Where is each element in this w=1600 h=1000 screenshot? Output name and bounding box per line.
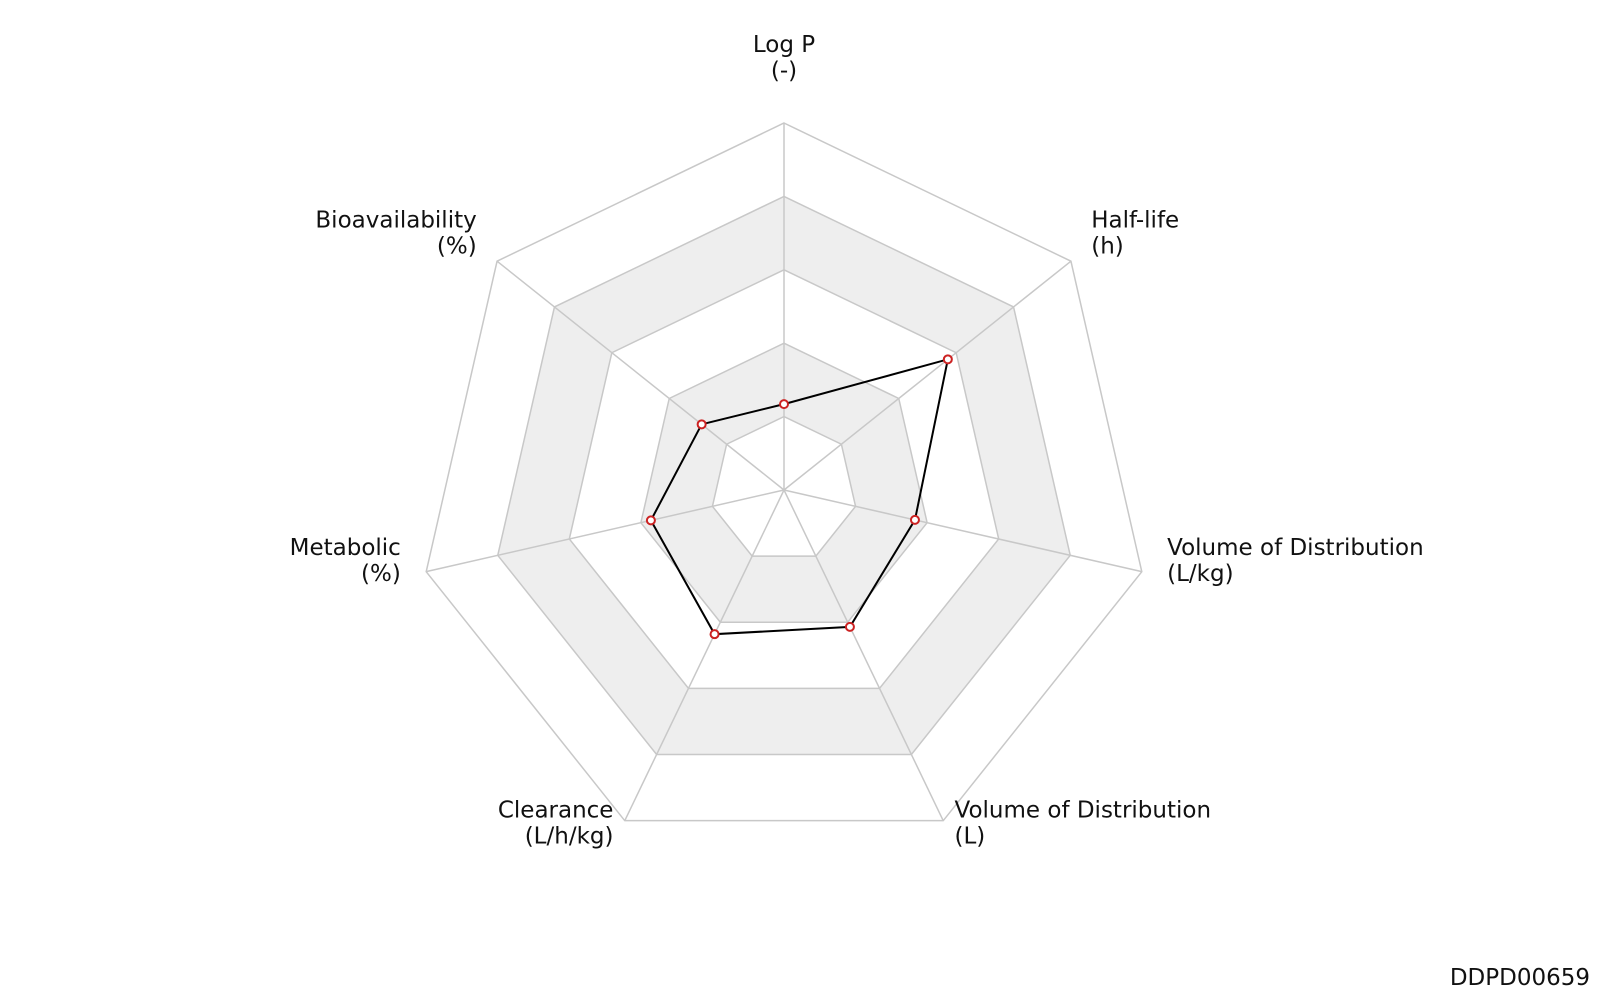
axis-label: Half-life xyxy=(1091,208,1179,234)
axis-unit: (-) xyxy=(771,58,797,84)
axis-label: Bioavailability xyxy=(315,208,476,234)
axis-unit: (L) xyxy=(955,824,986,850)
spoke xyxy=(783,260,1072,491)
axis-label: Metabolic xyxy=(290,535,401,561)
axis-unit: (L/h/kg) xyxy=(525,824,614,850)
axis-unit: (%) xyxy=(437,234,477,260)
axis-label: Log P xyxy=(753,32,815,58)
spoke xyxy=(426,489,785,573)
data-point xyxy=(696,419,707,430)
data-point xyxy=(909,514,920,525)
axis-label: Volume of Distribution xyxy=(1167,535,1424,561)
data-line xyxy=(649,357,950,636)
data-point xyxy=(942,354,953,365)
spoke xyxy=(783,489,944,821)
axis-unit: (L/kg) xyxy=(1167,561,1233,587)
footer: DDPD00659 xyxy=(1450,965,1590,991)
axis-unit: (%) xyxy=(361,561,401,587)
axis-label: Clearance xyxy=(498,798,614,824)
data-point xyxy=(645,515,656,526)
axis-label: Volume of Distribution xyxy=(955,798,1212,824)
axis-unit: (h) xyxy=(1091,234,1124,260)
spoke xyxy=(624,489,785,821)
spoke xyxy=(783,489,1142,573)
spoke xyxy=(496,260,785,491)
data-point xyxy=(779,399,789,410)
data-point xyxy=(844,621,855,632)
data-point xyxy=(709,629,720,640)
